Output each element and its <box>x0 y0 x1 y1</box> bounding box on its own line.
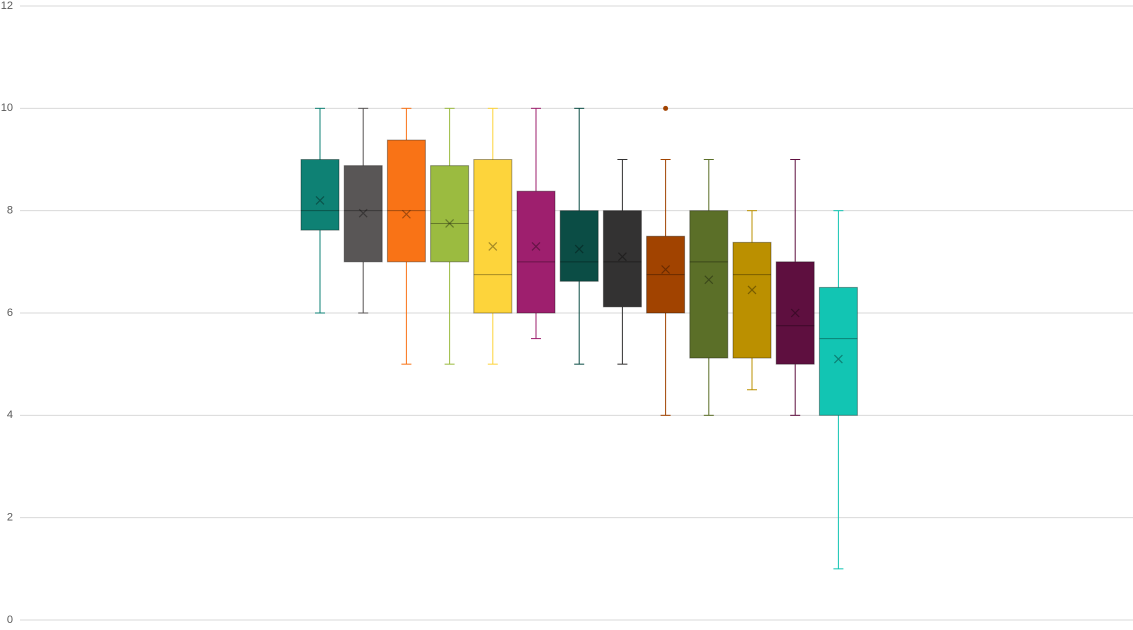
mean-marker <box>747 285 757 295</box>
mean-marker <box>531 242 541 251</box>
box <box>386 139 426 263</box>
mean-marker <box>704 275 714 285</box>
box <box>689 210 729 359</box>
mean-marker <box>833 354 843 364</box>
mean-marker <box>574 244 584 254</box>
box <box>775 261 815 365</box>
mean-marker <box>661 265 671 274</box>
box <box>516 190 556 314</box>
box <box>473 159 513 314</box>
box <box>602 210 642 308</box>
mean-marker <box>488 242 498 251</box>
mean-marker <box>445 219 455 228</box>
outlier <box>663 105 669 111</box>
box <box>300 159 340 231</box>
y-tick-label: 8 <box>7 205 13 217</box>
box <box>343 165 383 263</box>
mean-marker <box>617 252 627 262</box>
box <box>559 210 599 282</box>
box <box>818 286 858 416</box>
y-tick-label: 4 <box>7 409 13 421</box>
y-tick-label: 2 <box>7 512 13 524</box>
mean-marker <box>401 209 411 219</box>
mean-marker <box>790 308 800 318</box>
y-tick-label: 12 <box>1 0 13 12</box>
y-tick-label: 6 <box>7 307 13 319</box>
y-tick-label: 10 <box>1 102 13 114</box>
mean-marker <box>315 196 325 205</box>
y-tick-label: 0 <box>7 614 13 626</box>
mean-marker <box>358 208 368 218</box>
box <box>430 165 470 263</box>
box <box>646 235 686 314</box>
box <box>732 241 772 359</box>
